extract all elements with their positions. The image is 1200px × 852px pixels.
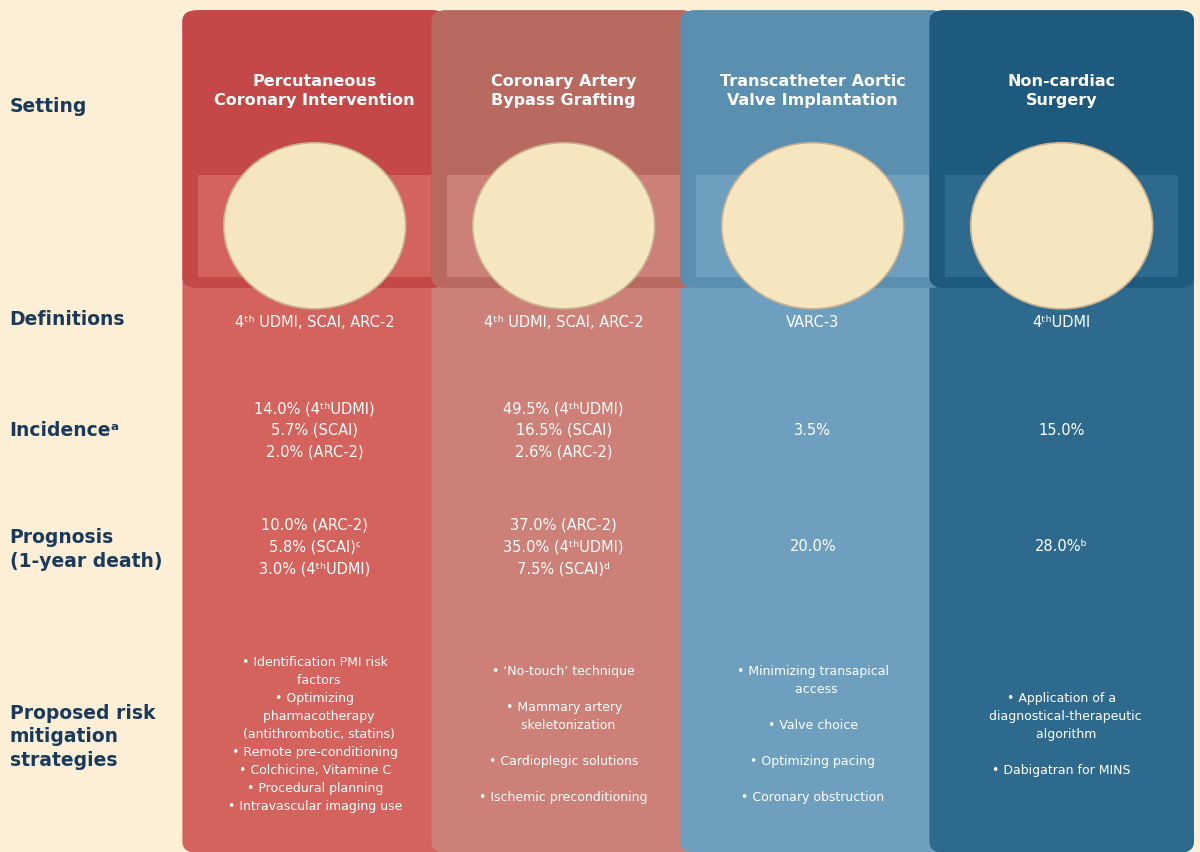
Text: Percutaneous
Coronary Intervention: Percutaneous Coronary Intervention	[215, 74, 415, 108]
Bar	[198, 175, 432, 277]
FancyBboxPatch shape	[680, 10, 946, 852]
Text: • Identification PMI risk
  factors
• Optimizing
  pharmacotherapy
  (antithromb: • Identification PMI risk factors • Opti…	[228, 656, 402, 813]
Text: • Minimizing transapical
  access

• Valve choice

• Optimizing pacing

• Corona: • Minimizing transapical access • Valve …	[737, 665, 889, 804]
Text: Prognosis
(1-year death): Prognosis (1-year death)	[10, 528, 162, 571]
Text: 14.0% (4ᵗʰUDMI)
5.7% (SCAI)
2.0% (ARC-2): 14.0% (4ᵗʰUDMI) 5.7% (SCAI) 2.0% (ARC-2)	[254, 401, 376, 459]
Ellipse shape	[971, 142, 1153, 309]
Text: • Application of a
  diagnostical-therapeutic
  algorithm

• Dabigatran for MINS: • Application of a diagnostical-therapeu…	[982, 692, 1142, 777]
FancyBboxPatch shape	[930, 10, 1194, 288]
Text: VARC-3: VARC-3	[786, 314, 839, 330]
Text: 20.0%: 20.0%	[790, 539, 836, 555]
Text: Definitions: Definitions	[10, 310, 125, 329]
Text: Incidenceᵃ: Incidenceᵃ	[10, 421, 120, 440]
Text: 28.0%ᵇ: 28.0%ᵇ	[1036, 539, 1088, 555]
FancyBboxPatch shape	[930, 10, 1194, 852]
Text: 4ᵗʰUDMI: 4ᵗʰUDMI	[1032, 314, 1091, 330]
Bar	[446, 175, 680, 277]
Text: Non-cardiac
Surgery: Non-cardiac Surgery	[1008, 74, 1116, 108]
Bar	[696, 175, 930, 277]
Text: 4ᵗʰ UDMI, SCAI, ARC-2: 4ᵗʰ UDMI, SCAI, ARC-2	[235, 314, 395, 330]
Text: 49.5% (4ᵗʰUDMI)
16.5% (SCAI)
2.6% (ARC-2): 49.5% (4ᵗʰUDMI) 16.5% (SCAI) 2.6% (ARC-2…	[504, 401, 624, 459]
FancyBboxPatch shape	[432, 10, 696, 288]
Bar	[946, 175, 1178, 277]
Text: Transcatheter Aortic
Valve Implantation: Transcatheter Aortic Valve Implantation	[720, 74, 906, 108]
FancyBboxPatch shape	[182, 10, 446, 288]
Text: 3.5%: 3.5%	[794, 423, 832, 438]
FancyBboxPatch shape	[182, 10, 446, 852]
Text: 10.0% (ARC-2)
5.8% (SCAI)ᶜ
3.0% (4ᵗʰUDMI): 10.0% (ARC-2) 5.8% (SCAI)ᶜ 3.0% (4ᵗʰUDMI…	[259, 518, 371, 576]
FancyBboxPatch shape	[432, 10, 696, 852]
Text: Setting: Setting	[10, 97, 86, 116]
Text: 37.0% (ARC-2)
35.0% (4ᵗʰUDMI)
7.5% (SCAI)ᵈ: 37.0% (ARC-2) 35.0% (4ᵗʰUDMI) 7.5% (SCAI…	[504, 518, 624, 576]
Text: 15.0%: 15.0%	[1038, 423, 1085, 438]
Ellipse shape	[721, 142, 904, 309]
FancyBboxPatch shape	[680, 10, 946, 288]
Text: Proposed risk
mitigation
strategies: Proposed risk mitigation strategies	[10, 704, 155, 770]
Text: • ‘No-touch’ technique

• Mammary artery
  skeletonization

• Cardioplegic solut: • ‘No-touch’ technique • Mammary artery …	[480, 665, 648, 804]
Ellipse shape	[223, 142, 406, 309]
Text: 4ᵗʰ UDMI, SCAI, ARC-2: 4ᵗʰ UDMI, SCAI, ARC-2	[484, 314, 643, 330]
Ellipse shape	[473, 142, 655, 309]
Text: Coronary Artery
Bypass Grafting: Coronary Artery Bypass Grafting	[491, 74, 636, 108]
